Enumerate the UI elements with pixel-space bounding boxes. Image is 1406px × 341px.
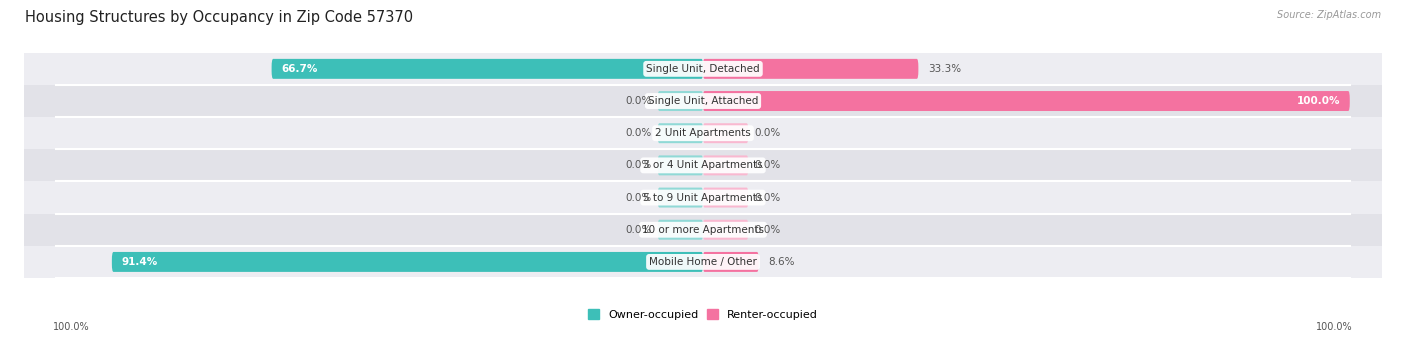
Text: 2 Unit Apartments: 2 Unit Apartments [655, 128, 751, 138]
Text: 100.0%: 100.0% [53, 323, 90, 332]
FancyBboxPatch shape [658, 91, 703, 111]
Bar [24, 149, 1382, 181]
FancyBboxPatch shape [703, 220, 748, 240]
Text: 0.0%: 0.0% [626, 225, 651, 235]
FancyBboxPatch shape [658, 188, 703, 208]
Text: Source: ZipAtlas.com: Source: ZipAtlas.com [1277, 10, 1381, 20]
Text: 8.6%: 8.6% [768, 257, 794, 267]
Text: 3 or 4 Unit Apartments: 3 or 4 Unit Apartments [643, 160, 763, 170]
Text: 0.0%: 0.0% [755, 128, 780, 138]
FancyBboxPatch shape [703, 188, 748, 208]
FancyBboxPatch shape [703, 252, 759, 272]
FancyBboxPatch shape [271, 59, 703, 79]
FancyBboxPatch shape [703, 91, 1350, 111]
Text: Single Unit, Attached: Single Unit, Attached [648, 96, 758, 106]
Bar [24, 117, 1382, 149]
Text: 0.0%: 0.0% [755, 160, 780, 170]
Text: 0.0%: 0.0% [626, 193, 651, 203]
Text: 5 to 9 Unit Apartments: 5 to 9 Unit Apartments [644, 193, 762, 203]
Text: Mobile Home / Other: Mobile Home / Other [650, 257, 756, 267]
FancyBboxPatch shape [703, 155, 748, 175]
Text: 0.0%: 0.0% [755, 193, 780, 203]
Text: 0.0%: 0.0% [626, 160, 651, 170]
Text: 91.4%: 91.4% [121, 257, 157, 267]
Text: 10 or more Apartments: 10 or more Apartments [643, 225, 763, 235]
FancyBboxPatch shape [658, 220, 703, 240]
FancyBboxPatch shape [703, 59, 918, 79]
Bar [24, 181, 1382, 214]
FancyBboxPatch shape [703, 123, 748, 143]
Text: 66.7%: 66.7% [281, 64, 318, 74]
Text: 0.0%: 0.0% [755, 225, 780, 235]
FancyBboxPatch shape [658, 155, 703, 175]
Text: Single Unit, Detached: Single Unit, Detached [647, 64, 759, 74]
Text: 33.3%: 33.3% [928, 64, 962, 74]
FancyBboxPatch shape [112, 252, 703, 272]
Legend: Owner-occupied, Renter-occupied: Owner-occupied, Renter-occupied [583, 305, 823, 324]
Bar [24, 53, 1382, 85]
Bar [24, 214, 1382, 246]
Bar [24, 246, 1382, 278]
Text: 100.0%: 100.0% [1316, 323, 1353, 332]
Text: 0.0%: 0.0% [626, 96, 651, 106]
Text: 0.0%: 0.0% [626, 128, 651, 138]
Text: Housing Structures by Occupancy in Zip Code 57370: Housing Structures by Occupancy in Zip C… [25, 10, 413, 25]
Text: 100.0%: 100.0% [1296, 96, 1340, 106]
Bar [24, 85, 1382, 117]
FancyBboxPatch shape [658, 123, 703, 143]
